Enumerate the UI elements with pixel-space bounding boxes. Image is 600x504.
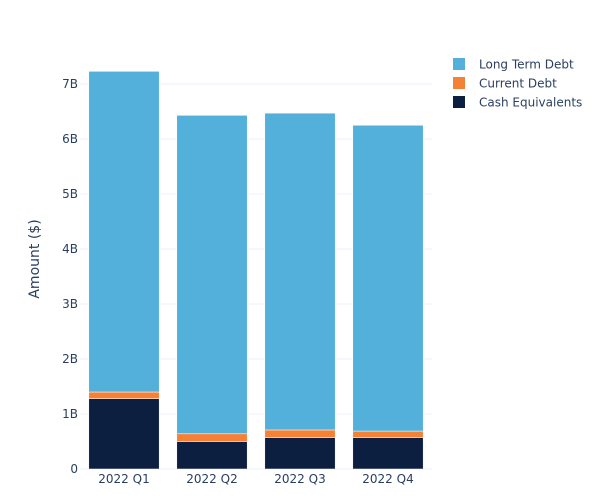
y-tick-label: 3B [62, 297, 78, 311]
bar-cash-equivalents[interactable] [352, 437, 424, 470]
bar-current-debt[interactable] [352, 430, 424, 438]
bar-long-term-debt[interactable] [264, 112, 336, 431]
y-axis-ticks: 0 1B 2B 3B 4B 5B 6B 7B [62, 77, 78, 476]
x-tick-label: 2022 Q1 [98, 472, 149, 486]
legend-label: Cash Equivalents [479, 96, 582, 110]
bar-current-debt[interactable] [88, 391, 160, 399]
bar-long-term-debt[interactable] [88, 71, 160, 393]
bar-current-debt[interactable] [176, 433, 248, 442]
y-tick-label: 5B [62, 187, 78, 201]
legend-item[interactable]: Long Term Debt [453, 58, 574, 72]
legend-swatch [453, 96, 465, 108]
legend-label: Current Debt [479, 77, 557, 91]
bar-long-term-debt[interactable] [352, 125, 424, 432]
bar-cash-equivalents[interactable] [88, 398, 160, 470]
legend-swatch [453, 77, 465, 89]
legend[interactable]: Long Term Debt Current Debt Cash Equivalen… [453, 58, 582, 110]
y-tick-label: 4B [62, 242, 78, 256]
x-axis-ticks: 2022 Q1 2022 Q2 2022 Q3 2022 Q4 [98, 472, 413, 486]
y-tick-label: 7B [62, 77, 78, 91]
y-tick-label: 0 [70, 462, 78, 476]
legend-label: Long Term Debt [479, 58, 574, 72]
bar-cash-equivalents[interactable] [176, 441, 248, 470]
bars [88, 71, 424, 470]
y-tick-label: 1B [62, 407, 78, 421]
bar-current-debt[interactable] [264, 429, 336, 438]
x-tick-label: 2022 Q4 [362, 472, 413, 486]
legend-item[interactable]: Current Debt [453, 77, 557, 91]
x-tick-label: 2022 Q2 [186, 472, 237, 486]
x-tick-label: 2022 Q3 [274, 472, 325, 486]
legend-swatch [453, 58, 465, 70]
y-tick-label: 2B [62, 352, 78, 366]
bar-long-term-debt[interactable] [176, 115, 248, 435]
legend-item[interactable]: Cash Equivalents [453, 96, 582, 110]
bar-cash-equivalents[interactable] [264, 437, 336, 470]
y-tick-label: 6B [62, 132, 78, 146]
y-axis-title: Amount ($) [27, 219, 43, 298]
